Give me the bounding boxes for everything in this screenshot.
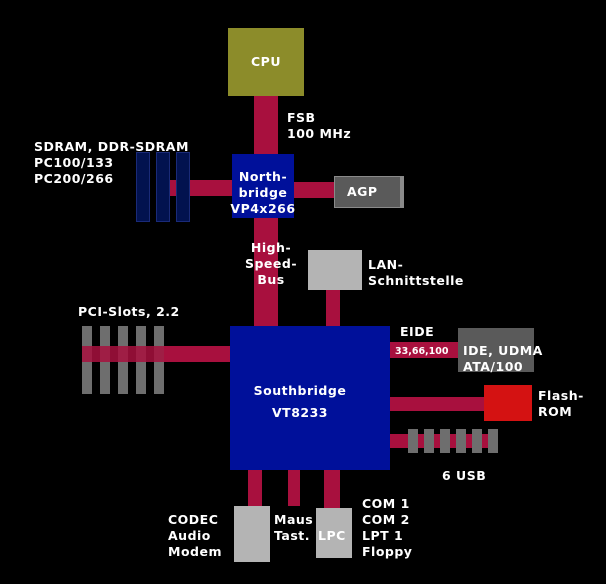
agp-label: AGP: [347, 184, 378, 199]
southbridge-label: Southbridge VT8233: [230, 380, 370, 424]
southbridge-box: Southbridge VT8233: [230, 326, 390, 470]
legacy-line4: Floppy: [362, 544, 413, 559]
flash-line1: Flash-: [538, 388, 584, 403]
maus-line1: Maus: [274, 512, 314, 527]
flash-label: Flash- ROM: [538, 388, 584, 420]
eide-label: EIDE: [400, 324, 435, 339]
lpc-label: LPC: [318, 528, 346, 543]
pci-label: PCI-Slots, 2.2: [78, 304, 180, 319]
lpc-box: LPC: [316, 508, 352, 558]
flash-bus: [390, 397, 484, 411]
codec-label: CODEC Audio Modem: [168, 512, 222, 560]
codec-bus: [248, 470, 262, 508]
codec-line3: Modem: [168, 544, 222, 559]
eide-bus: [390, 342, 460, 358]
usb-port: [472, 429, 482, 453]
highspeed-line2: Speed-: [244, 256, 298, 271]
pci-bus: [158, 346, 232, 362]
lan-label: LAN- Schnittstelle: [368, 257, 464, 289]
maus-line2: Tast.: [274, 528, 311, 543]
ram-module: [136, 152, 150, 222]
maus-label: Maus Tast.: [274, 512, 313, 544]
ide-line1: IDE, UDMA: [463, 343, 543, 358]
flash-rom-box: [484, 385, 532, 421]
agp-card: AGP: [334, 176, 404, 208]
legacy-ports-label: COM 1 COM 2 LPT 1 Floppy: [362, 496, 412, 560]
northbridge-box: North- bridge VP4x266: [230, 154, 295, 218]
northbridge-label: North- bridge VP4x266: [226, 169, 300, 217]
legacy-line1: COM 1: [362, 496, 410, 511]
codec-box: [234, 506, 270, 562]
highspeed-line3: Bus: [257, 272, 285, 287]
usb-port: [424, 429, 434, 453]
usb-port: [440, 429, 450, 453]
cpu-box: CPU: [228, 28, 304, 96]
legacy-line3: LPT 1: [362, 528, 404, 543]
ide-box: IDE, UDMA ATA/100: [458, 328, 542, 374]
lan-bus: [326, 290, 340, 328]
eide-speeds: 33,66,100: [395, 346, 449, 357]
flash-line2: ROM: [538, 404, 573, 419]
sdram-line2: PC100/133: [34, 155, 114, 170]
ide-label: IDE, UDMA ATA/100: [463, 343, 543, 375]
northbridge-line1: North-: [238, 169, 288, 184]
lan-line1: LAN-: [368, 257, 404, 272]
southbridge-line2: VT8233: [272, 405, 328, 420]
sdram-line1: SDRAM, DDR-SDRAM: [34, 139, 189, 154]
legacy-line2: COM 2: [362, 512, 410, 527]
high-speed-bus: [254, 216, 278, 328]
ram-module: [156, 152, 170, 222]
lan-line2: Schnittstelle: [368, 273, 464, 288]
highspeed-line1: High-: [250, 240, 292, 255]
usb-port: [488, 429, 498, 453]
usb-port: [408, 429, 418, 453]
sdram-label: SDRAM, DDR-SDRAM PC100/133 PC200/266: [34, 139, 189, 187]
pci-slot-bar: [82, 346, 164, 362]
fsb-label: FSB 100 MHz: [287, 110, 351, 142]
ide-line2: ATA/100: [463, 359, 524, 374]
maus-bus: [288, 470, 300, 506]
ram-module: [176, 152, 190, 222]
high-speed-bus-label: High- Speed- Bus: [240, 240, 302, 288]
fsb-line2: 100 MHz: [287, 126, 352, 141]
fsb-bus: [254, 96, 278, 154]
fsb-line1: FSB: [287, 110, 316, 125]
northbridge-line3: VP4x266: [230, 201, 296, 216]
cpu-label: CPU: [251, 54, 281, 69]
agp-bus: [294, 182, 336, 198]
lpc-bus: [324, 470, 340, 510]
codec-line1: CODEC: [168, 512, 219, 527]
codec-line2: Audio: [168, 528, 211, 543]
southbridge-line1: Southbridge: [253, 383, 347, 398]
usb-label: 6 USB: [442, 468, 487, 483]
usb-port: [456, 429, 466, 453]
northbridge-line2: bridge: [238, 185, 288, 200]
sdram-line3: PC200/266: [34, 171, 114, 186]
lan-box: [308, 250, 362, 290]
